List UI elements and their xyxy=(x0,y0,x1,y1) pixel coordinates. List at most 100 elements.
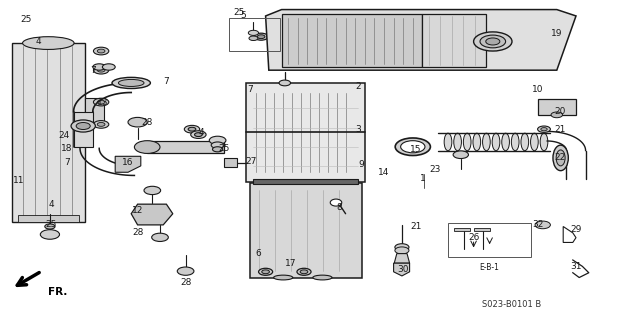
Bar xyxy=(448,223,531,257)
Circle shape xyxy=(453,151,468,159)
Ellipse shape xyxy=(540,133,548,151)
Circle shape xyxy=(102,64,115,70)
Text: 6: 6 xyxy=(255,249,260,258)
Polygon shape xyxy=(394,263,410,276)
Text: 16: 16 xyxy=(122,158,134,167)
Text: 4: 4 xyxy=(49,200,54,209)
Ellipse shape xyxy=(486,38,500,45)
Ellipse shape xyxy=(473,133,481,151)
Text: 4: 4 xyxy=(199,128,204,137)
Text: 25: 25 xyxy=(45,220,57,229)
Ellipse shape xyxy=(272,29,278,32)
Ellipse shape xyxy=(454,133,461,151)
Ellipse shape xyxy=(483,133,490,151)
Circle shape xyxy=(144,186,161,195)
Circle shape xyxy=(152,233,168,241)
Circle shape xyxy=(212,147,223,152)
Text: 7: 7 xyxy=(247,85,252,94)
Text: 32: 32 xyxy=(532,220,543,229)
Ellipse shape xyxy=(300,270,308,274)
Bar xyxy=(422,14,486,67)
Circle shape xyxy=(97,122,105,126)
Circle shape xyxy=(535,221,550,229)
Polygon shape xyxy=(394,254,410,263)
Circle shape xyxy=(93,47,109,55)
Bar xyxy=(253,179,358,184)
Ellipse shape xyxy=(511,133,519,151)
Text: 13: 13 xyxy=(97,98,108,107)
Ellipse shape xyxy=(257,35,265,39)
Circle shape xyxy=(40,230,60,239)
Ellipse shape xyxy=(71,120,95,132)
Text: S023-B0101 B: S023-B0101 B xyxy=(483,300,541,309)
Text: 28: 28 xyxy=(180,278,191,287)
Circle shape xyxy=(45,224,55,229)
Ellipse shape xyxy=(118,79,144,86)
Ellipse shape xyxy=(463,133,471,151)
Polygon shape xyxy=(115,156,141,172)
Text: 5: 5 xyxy=(241,11,246,20)
Circle shape xyxy=(97,49,105,53)
Text: 11: 11 xyxy=(13,176,25,185)
Text: 9: 9 xyxy=(359,160,364,169)
Circle shape xyxy=(195,133,202,137)
Bar xyxy=(282,14,422,67)
Text: 24: 24 xyxy=(58,131,70,140)
Text: 7: 7 xyxy=(65,158,70,167)
Ellipse shape xyxy=(330,199,342,206)
Ellipse shape xyxy=(474,32,512,51)
Ellipse shape xyxy=(279,80,291,86)
Ellipse shape xyxy=(248,30,259,35)
Bar xyxy=(474,228,490,231)
Text: 7: 7 xyxy=(90,66,95,75)
Text: 30: 30 xyxy=(397,265,409,274)
Ellipse shape xyxy=(249,36,258,41)
Circle shape xyxy=(184,125,200,133)
Ellipse shape xyxy=(112,77,150,89)
Text: 31: 31 xyxy=(570,262,582,271)
Ellipse shape xyxy=(297,268,311,275)
Bar xyxy=(147,141,224,153)
Text: 8: 8 xyxy=(337,203,342,212)
Circle shape xyxy=(97,68,105,72)
Bar xyxy=(250,183,362,278)
Ellipse shape xyxy=(541,128,547,131)
Text: 18: 18 xyxy=(61,144,73,153)
Ellipse shape xyxy=(480,35,506,48)
Bar xyxy=(224,158,237,167)
Circle shape xyxy=(211,142,224,148)
Circle shape xyxy=(188,127,196,131)
Ellipse shape xyxy=(396,138,431,155)
Text: 23: 23 xyxy=(429,165,441,174)
Polygon shape xyxy=(74,112,93,147)
Ellipse shape xyxy=(553,145,568,171)
Circle shape xyxy=(97,100,105,104)
Text: 2: 2 xyxy=(356,82,361,91)
Text: FR.: FR. xyxy=(48,287,67,297)
Ellipse shape xyxy=(259,268,273,275)
Text: 26: 26 xyxy=(468,233,479,242)
Ellipse shape xyxy=(134,141,160,153)
Ellipse shape xyxy=(444,133,452,151)
Circle shape xyxy=(93,66,109,74)
Bar xyxy=(12,43,85,222)
Text: 27: 27 xyxy=(246,157,257,166)
Bar xyxy=(246,83,365,182)
Text: 7: 7 xyxy=(164,77,169,86)
Text: 25: 25 xyxy=(218,144,230,153)
Ellipse shape xyxy=(531,133,538,151)
Circle shape xyxy=(93,98,109,106)
Bar xyxy=(454,228,470,231)
Ellipse shape xyxy=(395,244,409,251)
Circle shape xyxy=(191,131,206,138)
Ellipse shape xyxy=(538,126,550,132)
Text: E-B-1: E-B-1 xyxy=(479,263,500,272)
Ellipse shape xyxy=(551,112,563,118)
Ellipse shape xyxy=(502,133,509,151)
Circle shape xyxy=(128,117,147,127)
Text: 22: 22 xyxy=(554,153,566,162)
Text: 21: 21 xyxy=(554,125,566,134)
Polygon shape xyxy=(266,10,576,70)
Ellipse shape xyxy=(254,33,268,40)
Ellipse shape xyxy=(521,133,529,151)
